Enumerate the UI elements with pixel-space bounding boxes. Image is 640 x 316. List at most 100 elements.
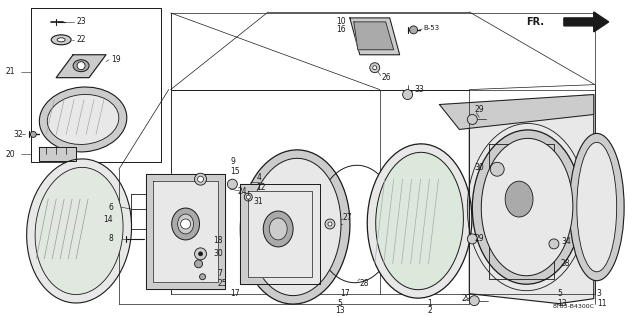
Circle shape — [30, 131, 36, 137]
Ellipse shape — [240, 150, 350, 304]
Text: 7: 7 — [218, 269, 222, 278]
Polygon shape — [350, 18, 399, 55]
Text: 2: 2 — [427, 306, 432, 315]
Ellipse shape — [367, 144, 472, 298]
Text: 5: 5 — [337, 299, 342, 308]
Circle shape — [549, 239, 559, 249]
Circle shape — [469, 296, 479, 306]
Text: FR.: FR. — [526, 17, 544, 27]
Circle shape — [195, 248, 207, 260]
Text: 5: 5 — [557, 289, 562, 298]
Text: 29: 29 — [474, 234, 484, 243]
Ellipse shape — [35, 167, 123, 295]
Circle shape — [195, 173, 207, 185]
Circle shape — [490, 162, 504, 176]
Text: 16: 16 — [336, 25, 346, 34]
Text: 32: 32 — [13, 130, 23, 139]
Polygon shape — [354, 22, 394, 50]
Circle shape — [227, 179, 237, 189]
Text: 22: 22 — [76, 35, 86, 44]
Circle shape — [198, 176, 204, 182]
Ellipse shape — [505, 181, 533, 217]
Circle shape — [244, 193, 252, 201]
Text: 6: 6 — [108, 203, 113, 212]
Polygon shape — [31, 8, 161, 162]
Text: 33: 33 — [415, 85, 424, 94]
Text: 21: 21 — [6, 67, 15, 76]
Ellipse shape — [73, 60, 89, 72]
Text: 12: 12 — [256, 183, 266, 192]
Text: 28: 28 — [360, 279, 369, 288]
Circle shape — [403, 90, 413, 100]
Polygon shape — [241, 184, 320, 284]
Ellipse shape — [51, 35, 71, 45]
Circle shape — [370, 63, 380, 73]
Text: 34: 34 — [561, 237, 571, 246]
Ellipse shape — [57, 38, 65, 42]
Text: 13: 13 — [557, 299, 566, 308]
Circle shape — [180, 219, 191, 229]
Text: 29: 29 — [474, 105, 484, 114]
Text: 24: 24 — [237, 187, 247, 196]
Ellipse shape — [269, 218, 287, 240]
Text: 31: 31 — [253, 197, 263, 206]
Ellipse shape — [172, 208, 200, 240]
Circle shape — [246, 195, 250, 199]
Text: 17: 17 — [230, 289, 240, 298]
Circle shape — [200, 274, 205, 280]
Ellipse shape — [570, 133, 624, 281]
Ellipse shape — [27, 159, 132, 303]
Circle shape — [325, 219, 335, 229]
Polygon shape — [440, 94, 594, 130]
Ellipse shape — [263, 211, 293, 247]
Ellipse shape — [481, 138, 573, 276]
Text: 30: 30 — [214, 249, 223, 258]
Polygon shape — [39, 147, 76, 161]
Text: 1: 1 — [427, 299, 432, 308]
Ellipse shape — [39, 87, 127, 152]
Polygon shape — [489, 144, 554, 279]
Ellipse shape — [472, 130, 582, 284]
Circle shape — [467, 114, 477, 125]
Text: 28: 28 — [561, 259, 570, 268]
Circle shape — [328, 222, 332, 226]
Ellipse shape — [577, 142, 617, 272]
Text: 8: 8 — [108, 234, 113, 243]
Circle shape — [198, 252, 202, 256]
Text: 26: 26 — [381, 73, 391, 82]
Text: 4: 4 — [256, 173, 261, 182]
Polygon shape — [153, 181, 218, 282]
Ellipse shape — [178, 214, 193, 234]
Circle shape — [372, 66, 377, 70]
Circle shape — [410, 26, 417, 34]
Polygon shape — [248, 191, 312, 277]
Text: 23: 23 — [76, 17, 86, 27]
Ellipse shape — [249, 158, 341, 295]
Polygon shape — [469, 94, 594, 304]
Text: 8T83-B4300C: 8T83-B4300C — [553, 304, 595, 309]
Ellipse shape — [47, 94, 119, 144]
Text: B-53: B-53 — [424, 25, 440, 31]
Text: 27: 27 — [343, 213, 353, 222]
Text: 11: 11 — [596, 299, 606, 308]
Text: 20: 20 — [6, 150, 15, 159]
Text: 29: 29 — [461, 294, 471, 303]
Text: 14: 14 — [103, 215, 113, 223]
Polygon shape — [564, 12, 609, 32]
Circle shape — [77, 62, 85, 70]
Text: 13: 13 — [335, 306, 345, 315]
Text: 19: 19 — [111, 55, 120, 64]
Text: 15: 15 — [230, 167, 240, 176]
Text: 25: 25 — [218, 279, 227, 288]
Text: 10: 10 — [336, 17, 346, 27]
Text: 17: 17 — [340, 289, 349, 298]
Text: 30: 30 — [474, 163, 484, 172]
Text: 18: 18 — [214, 236, 223, 246]
Circle shape — [467, 234, 477, 244]
Polygon shape — [146, 174, 225, 289]
Text: 9: 9 — [230, 157, 236, 166]
Ellipse shape — [497, 172, 541, 227]
Text: 3: 3 — [596, 289, 602, 298]
Polygon shape — [56, 55, 106, 78]
Circle shape — [195, 260, 202, 268]
